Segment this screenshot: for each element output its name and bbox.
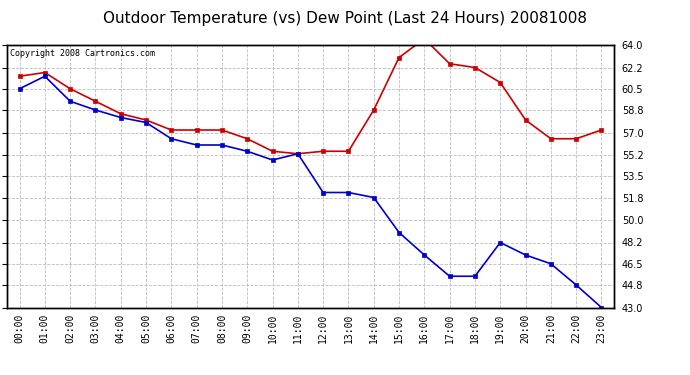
Text: Copyright 2008 Cartronics.com: Copyright 2008 Cartronics.com: [10, 49, 155, 58]
Text: Outdoor Temperature (vs) Dew Point (Last 24 Hours) 20081008: Outdoor Temperature (vs) Dew Point (Last…: [103, 11, 587, 26]
